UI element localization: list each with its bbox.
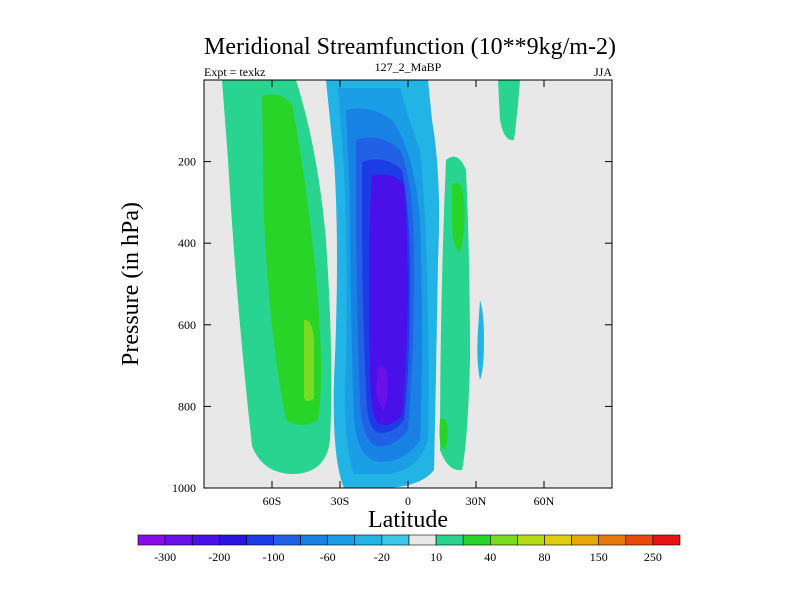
x-axis: 60S 30S 0 30N 60N xyxy=(263,80,555,508)
colorbar-label: 40 xyxy=(484,550,496,564)
y-tick-label: 800 xyxy=(178,399,196,413)
y-axis-label: Pressure (in hPa) xyxy=(118,202,144,366)
y-tick-label: 1000 xyxy=(172,481,196,495)
colorbar-swatch xyxy=(381,534,410,546)
colorbar: -300 -200 -100 -60 -20 10 40 80 150 250 xyxy=(137,534,681,564)
colorbar-swatch xyxy=(191,534,220,546)
colorbar-label: -60 xyxy=(320,550,336,564)
colorbar-label: -300 xyxy=(154,550,176,564)
y-tick-label: 200 xyxy=(178,155,196,169)
x-tick-label: 60S xyxy=(263,494,282,508)
colorbar-label: 80 xyxy=(539,550,551,564)
colorbar-swatch xyxy=(598,534,627,546)
colorbar-swatch xyxy=(408,534,437,546)
colorbar-label: 150 xyxy=(590,550,608,564)
x-tick-label: 60N xyxy=(534,494,555,508)
nh-upper-cell xyxy=(498,80,520,141)
run-label: 127_2_MaBP xyxy=(375,60,442,74)
nh-positive-small xyxy=(439,418,448,450)
colorbar-swatch xyxy=(164,534,193,546)
colorbar-label: 10 xyxy=(430,550,442,564)
y-tick-label: 600 xyxy=(178,318,196,332)
x-tick-label: 30S xyxy=(331,494,350,508)
season-label: JJA xyxy=(594,65,612,79)
colorbar-swatch xyxy=(462,534,491,546)
sh-positive-core xyxy=(304,319,314,401)
colorbar-swatch xyxy=(273,534,301,546)
colorbar-swatch xyxy=(517,534,545,546)
experiment-label: Expt = texkz xyxy=(204,65,265,79)
colorbar-swatch xyxy=(246,534,274,546)
hadley-negative-peak xyxy=(369,174,408,425)
colorbar-swatch xyxy=(489,534,518,546)
chart-title: Meridional Streamfunction (10**9kg/m-2) xyxy=(204,34,616,60)
colorbar-swatch xyxy=(137,534,166,546)
colorbar-label: -200 xyxy=(208,550,230,564)
x-axis-label: Latitude xyxy=(368,507,448,533)
nh-narrow-negative xyxy=(477,300,484,380)
colorbar-swatch xyxy=(300,534,329,546)
colorbar-swatch xyxy=(435,534,464,546)
colorbar-label: -100 xyxy=(263,550,285,564)
colorbar-label: 250 xyxy=(644,550,662,564)
colorbar-swatch xyxy=(625,534,654,546)
colorbar-swatch xyxy=(219,534,247,546)
y-axis: 200 400 600 800 1000 xyxy=(172,155,612,495)
colorbar-swatch xyxy=(544,534,572,546)
hadley-negative-min xyxy=(376,366,388,410)
x-tick-label: 0 xyxy=(405,494,411,508)
nh-positive-core xyxy=(452,182,465,252)
x-tick-label: 30N xyxy=(466,494,487,508)
y-tick-label: 400 xyxy=(178,236,196,250)
colorbar-label: -20 xyxy=(374,550,390,564)
colorbar-swatch xyxy=(571,534,599,546)
colorbar-swatch xyxy=(652,534,681,546)
colorbar-swatch xyxy=(327,534,356,546)
colorbar-swatch xyxy=(354,534,383,546)
contour-fill-group xyxy=(222,80,520,488)
